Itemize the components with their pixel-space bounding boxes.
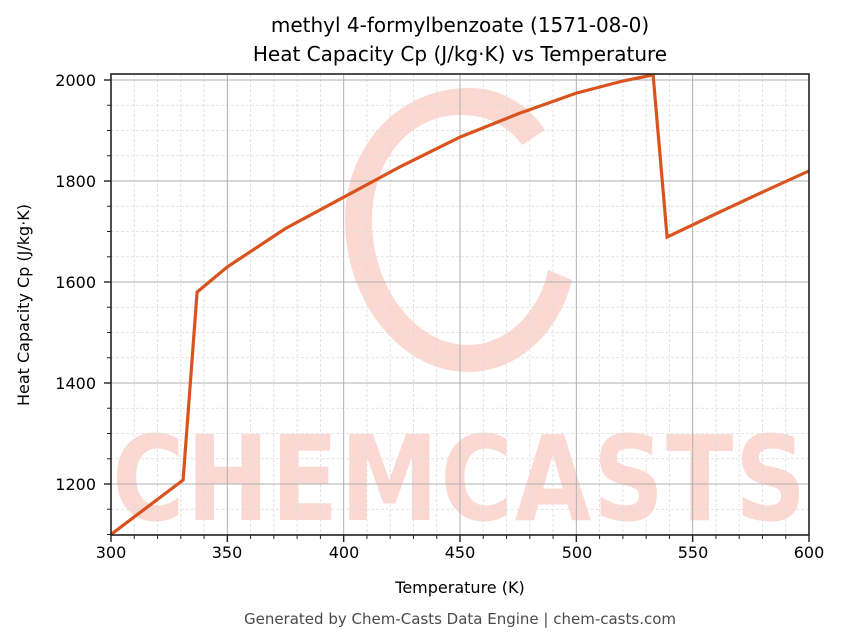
x-tick-label: 450 — [445, 543, 476, 562]
footer-credit: Generated by Chem-Casts Data Engine | ch… — [244, 610, 676, 628]
y-tick-labels: 1200 1400 1600 1800 2000 — [55, 71, 96, 494]
x-tick-label: 500 — [562, 543, 593, 562]
cp-line — [111, 74, 809, 535]
y-axis-label: Heat Capacity Cp (J/kg·K) — [14, 204, 33, 406]
axis-ticks — [104, 79, 810, 542]
x-tick-label: 300 — [96, 543, 127, 562]
y-tick-label: 1600 — [55, 273, 96, 292]
y-tick-label: 1200 — [55, 475, 96, 494]
x-tick-label: 350 — [212, 543, 243, 562]
x-tick-label: 400 — [329, 543, 360, 562]
x-tick-label: 550 — [678, 543, 709, 562]
x-tick-label: 600 — [794, 543, 825, 562]
y-tick-label: 1800 — [55, 172, 96, 191]
x-tick-labels: 300 350 400 450 500 550 600 — [96, 543, 825, 562]
chart-subtitle: Heat Capacity Cp (J/kg·K) vs Temperature — [253, 42, 667, 66]
y-tick-label: 2000 — [55, 71, 96, 90]
chart-title: methyl 4-formylbenzoate (1571-08-0) — [271, 13, 649, 37]
x-axis-label: Temperature (K) — [394, 578, 524, 597]
y-tick-label: 1400 — [55, 374, 96, 393]
